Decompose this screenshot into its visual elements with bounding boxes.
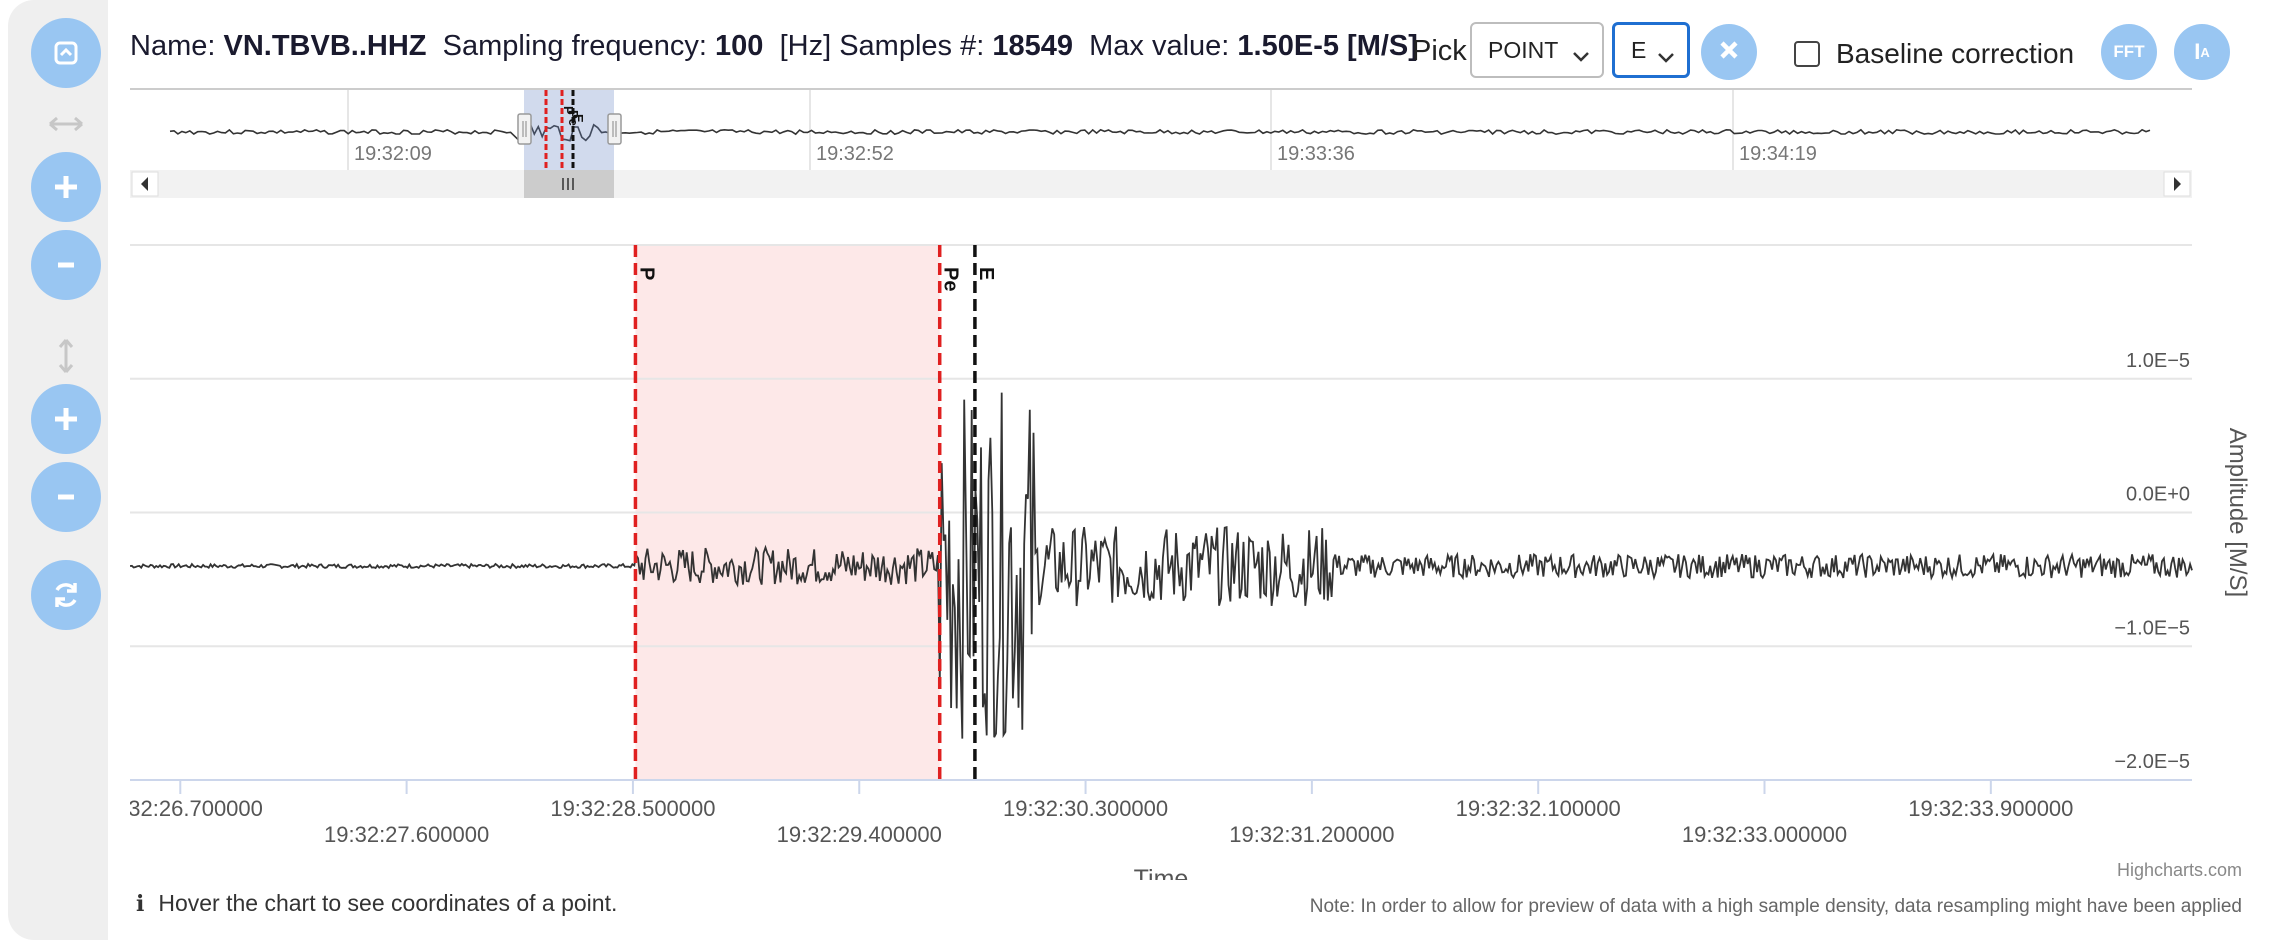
clear-pick-button[interactable]	[1701, 24, 1757, 80]
navigator-waveform	[169, 123, 2151, 142]
ia-sub-label: A	[2200, 44, 2210, 60]
y-tick-label: −1.0E−5	[2114, 617, 2190, 639]
pick-label-p: P	[635, 267, 657, 280]
hover-info: i Hover the chart to see coordinates of …	[136, 890, 617, 917]
chevron-down-icon	[1657, 43, 1675, 70]
zoom-out-y-button[interactable]	[31, 462, 101, 532]
max-value: 1.50E-5 [M/S]	[1237, 30, 1418, 62]
zoom-in-x-button[interactable]	[31, 152, 101, 222]
navigator-pick-label: P	[561, 106, 576, 115]
resampling-note: Note: In order to allow for preview of d…	[1309, 896, 2242, 917]
samples-label: Samples #:	[839, 30, 985, 62]
minus-icon	[52, 483, 80, 511]
fullscreen-button[interactable]	[31, 18, 101, 88]
x-tick-label: 19:32:32.100000	[1456, 796, 1621, 821]
navigator-tick-label: 19:32:52	[816, 143, 894, 165]
scrollbar-track[interactable]	[130, 170, 2192, 198]
waveform-chart[interactable]: 1.0E−5 0.0E+0 −1.0E−5 −2.0E−5 Amplitude [M/S…	[130, 240, 2270, 880]
navigator-tick-label: 19:33:36	[1277, 143, 1355, 165]
chevron-left-icon	[141, 177, 148, 191]
plus-icon	[52, 173, 80, 201]
pick-label-pe: Pe	[940, 267, 962, 291]
sidebar-toolbar	[8, 0, 108, 940]
baseline-correction-toggle[interactable]: Baseline correction	[1794, 38, 2074, 70]
x-tick-label: 19:32:29.400000	[777, 822, 942, 847]
chevron-down-icon	[1572, 42, 1590, 69]
name-value: VN.TBVB..HHZ	[223, 30, 427, 62]
trace-info: Name: VN.TBVB..HHZ Sampling frequency: 1…	[130, 30, 1418, 63]
reset-button[interactable]	[31, 560, 101, 630]
samples-value: 18549	[992, 30, 1073, 62]
scrollbar-thumb[interactable]	[524, 170, 614, 198]
plus-icon	[52, 405, 80, 433]
pick-mode-select[interactable]: POINT	[1470, 22, 1604, 78]
horizontal-arrows-icon	[36, 104, 96, 144]
pick-label-e: E	[975, 267, 997, 280]
navigator-handle[interactable]	[517, 113, 532, 145]
hover-text: Hover the chart to see coordinates of a …	[158, 890, 618, 916]
fullscreen-icon	[51, 38, 81, 68]
y-tick-label: 0.0E+0	[2126, 484, 2190, 506]
y-tick-label: −2.0E−5	[2114, 751, 2190, 773]
baseline-checkbox[interactable]	[1794, 41, 1820, 67]
ia-label: I	[2194, 39, 2201, 64]
baseline-label: Baseline correction	[1836, 38, 2075, 69]
pick-mode-value: POINT	[1488, 36, 1559, 63]
waveform-line	[130, 392, 2193, 739]
pick-phase-value: E	[1631, 36, 1647, 63]
freq-unit: [Hz]	[779, 30, 832, 62]
info-icon: i	[136, 890, 145, 917]
name-label: Name:	[130, 30, 216, 62]
pick-phase-select[interactable]: E	[1612, 22, 1690, 78]
x-tick-label: 19:32:27.600000	[324, 822, 489, 847]
navigator-tick-label: 19:34:19	[1739, 143, 1817, 165]
chevron-right-icon	[2174, 177, 2181, 191]
x-tick-label: 19:32:31.200000	[1229, 822, 1394, 847]
x-tick-label: 19:32:30.300000	[1003, 796, 1168, 821]
fft-label: FFT	[2113, 42, 2145, 61]
main-panel: Name: VN.TBVB..HHZ Sampling frequency: 1…	[108, 0, 2270, 952]
navigator-pick-label: E	[571, 114, 586, 123]
max-label: Max value:	[1089, 30, 1230, 62]
x-tick-label: 19:32:33.900000	[1908, 796, 2073, 821]
navigator-selection[interactable]	[524, 90, 614, 170]
highcharts-credits[interactable]: Highcharts.com	[2116, 860, 2242, 880]
pick-label: Pick	[1412, 35, 1467, 67]
x-axis-title: Time	[1134, 865, 1189, 880]
minus-icon	[52, 251, 80, 279]
freq-value: 100	[715, 30, 764, 62]
y-axis-title: Amplitude [M/S]	[2224, 428, 2251, 597]
freq-label: Sampling frequency:	[442, 30, 707, 62]
y-tick-label: 1.0E−5	[2126, 350, 2190, 372]
navigator-pick-label: Pe	[566, 110, 581, 126]
fft-button[interactable]: FFT	[2101, 24, 2157, 80]
close-icon	[1719, 40, 1739, 64]
x-tick-label: 19:32:26.700000	[130, 796, 263, 821]
x-tick-label: 19:32:28.500000	[550, 796, 715, 821]
zoom-out-x-button[interactable]	[31, 230, 101, 300]
zoom-in-y-button[interactable]	[31, 384, 101, 454]
navigator-handle[interactable]	[607, 113, 622, 145]
vertical-arrows-icon	[36, 336, 96, 376]
x-tick-label: 19:32:33.000000	[1682, 822, 1847, 847]
navigator-tick-label: 19:32:09	[354, 143, 432, 165]
reset-icon	[49, 578, 83, 612]
